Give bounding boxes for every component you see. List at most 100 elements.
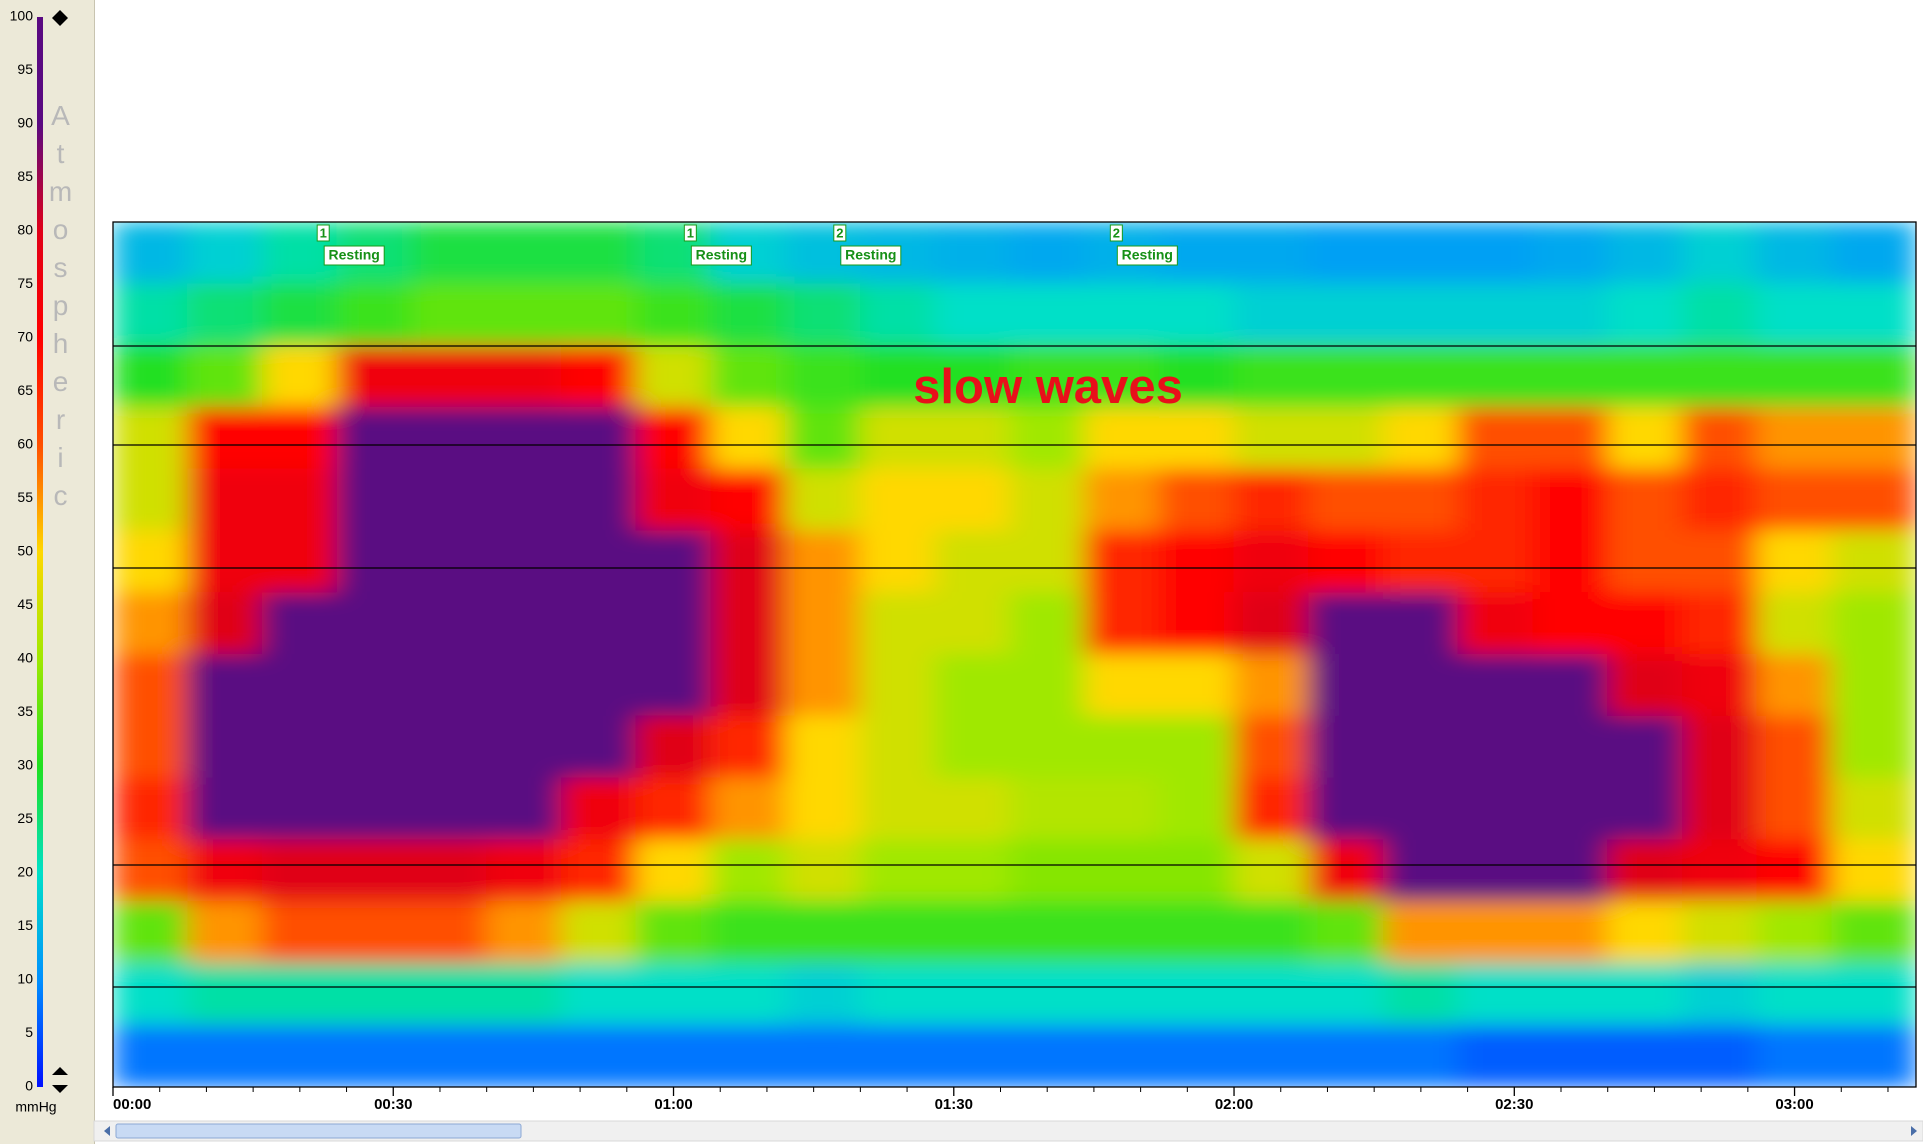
heatmap-cell xyxy=(1831,592,1916,655)
heatmap-cells xyxy=(113,222,1916,1087)
colorbar-tick-label: 0 xyxy=(25,1078,33,1094)
heatmap-cell xyxy=(1532,592,1609,655)
heatmap-cell xyxy=(1532,654,1609,717)
heatmap-cell xyxy=(1457,777,1534,841)
heatmap-cell xyxy=(710,468,787,532)
heatmap-cell xyxy=(1084,1024,1160,1087)
heatmap-cell xyxy=(336,406,413,470)
heatmap-cell xyxy=(785,715,861,779)
scrollbar[interactable] xyxy=(93,1120,1923,1142)
heatmap-cell xyxy=(411,1024,488,1087)
heatmap-cell xyxy=(1831,654,1916,717)
heatmap-cell xyxy=(1532,406,1609,470)
heatmap-cell xyxy=(1233,777,1310,841)
heatmap-cell xyxy=(336,592,413,655)
scroll-left[interactable] xyxy=(104,1126,110,1136)
heatmap-cell xyxy=(1158,901,1235,964)
heatmap-cell xyxy=(1532,530,1609,594)
heatmap-cell xyxy=(1831,283,1916,347)
heatmap-cell xyxy=(1681,345,1758,408)
heatmap-cell xyxy=(411,468,488,532)
heatmap-cell xyxy=(1681,901,1758,964)
scrollbar-thumb[interactable] xyxy=(115,1123,522,1139)
heatmap-cell xyxy=(859,654,936,717)
x-tick-label: 00:30 xyxy=(374,1096,412,1113)
heatmap-cell xyxy=(1308,468,1385,532)
heatmap-cell xyxy=(785,1024,861,1087)
heatmap-cell xyxy=(411,901,488,964)
heatmap-cell xyxy=(934,468,1011,532)
colorbar-panel xyxy=(0,0,95,1144)
scroll-up-arrow[interactable] xyxy=(52,10,68,18)
heatmap-cell xyxy=(1457,1024,1534,1087)
colorbar-tick-label: 25 xyxy=(17,810,33,826)
heatmap-cell xyxy=(261,654,338,717)
heatmap-cell xyxy=(934,1024,1011,1087)
heatmap-cell xyxy=(1158,592,1235,655)
heatmap-cell xyxy=(1158,406,1235,470)
scroll-down-arrow[interactable] xyxy=(52,1085,68,1093)
heatmap-cell xyxy=(934,345,1011,408)
heatmap-cell xyxy=(785,777,861,841)
heatmap-cell xyxy=(1681,839,1758,903)
heatmap-cell xyxy=(1084,592,1160,655)
heatmap-cell xyxy=(336,962,413,1026)
heatmap-cell xyxy=(1383,1024,1459,1087)
heatmap-cell xyxy=(1009,777,1086,841)
event-code-box xyxy=(833,224,847,242)
heatmap-cell xyxy=(710,1024,787,1087)
heatmap-cell xyxy=(336,468,413,532)
heatmap-cell xyxy=(187,1024,263,1087)
heatmap-cell xyxy=(1681,1024,1758,1087)
heatmap-cell xyxy=(187,530,263,594)
heatmap-cell xyxy=(560,901,637,964)
heatmap-cell xyxy=(1756,530,1833,594)
heatmap-cell xyxy=(859,777,936,841)
scroll-right[interactable] xyxy=(1911,1126,1917,1136)
heatmap-cell xyxy=(1308,406,1385,470)
heatmap-cell xyxy=(336,901,413,964)
heatmap-cell xyxy=(187,222,263,285)
heatmap-cell xyxy=(560,222,637,285)
heatmap-cell xyxy=(1308,1024,1385,1087)
heatmap-cell xyxy=(560,592,637,655)
heatmap-cell xyxy=(1607,777,1683,841)
heatmap-cell xyxy=(635,715,712,779)
heatmap-cell xyxy=(1457,345,1534,408)
heatmap-cell xyxy=(785,839,861,903)
heatmap-cell xyxy=(113,715,189,779)
heatmap-cell xyxy=(1233,345,1310,408)
heatmap-cell xyxy=(1607,1024,1683,1087)
heatmap-cell xyxy=(1009,592,1086,655)
heatmap-cell xyxy=(486,777,562,841)
heatmap-cell xyxy=(785,283,861,347)
heatmap-cell xyxy=(1383,777,1459,841)
heatmap-cell xyxy=(785,592,861,655)
colorbar-tick-label: 75 xyxy=(17,275,33,291)
heatmap-cell xyxy=(113,345,189,408)
heatmap-cell xyxy=(336,715,413,779)
heatmap-cell xyxy=(1532,468,1609,532)
heatmap-cell xyxy=(785,345,861,408)
heatmap-cell xyxy=(261,468,338,532)
heatmap-cell xyxy=(1009,839,1086,903)
event-code: 1 xyxy=(320,225,327,240)
heatmap-cell xyxy=(1532,222,1609,285)
heatmap-cell xyxy=(859,962,936,1026)
heatmap-cell xyxy=(934,406,1011,470)
heatmap-cell xyxy=(187,777,263,841)
heatmap-cell xyxy=(560,715,637,779)
scroll-up-arrow[interactable] xyxy=(52,1067,68,1075)
heatmap-cell xyxy=(1084,839,1160,903)
heatmap-cell xyxy=(1383,530,1459,594)
heatmap-cell xyxy=(934,654,1011,717)
scroll-down-arrow[interactable] xyxy=(52,18,68,26)
heatmap-cell xyxy=(187,283,263,347)
heatmap-cell xyxy=(1009,468,1086,532)
heatmap-cell xyxy=(411,222,488,285)
event-code: 1 xyxy=(687,225,694,240)
heatmap-cell xyxy=(1383,222,1459,285)
